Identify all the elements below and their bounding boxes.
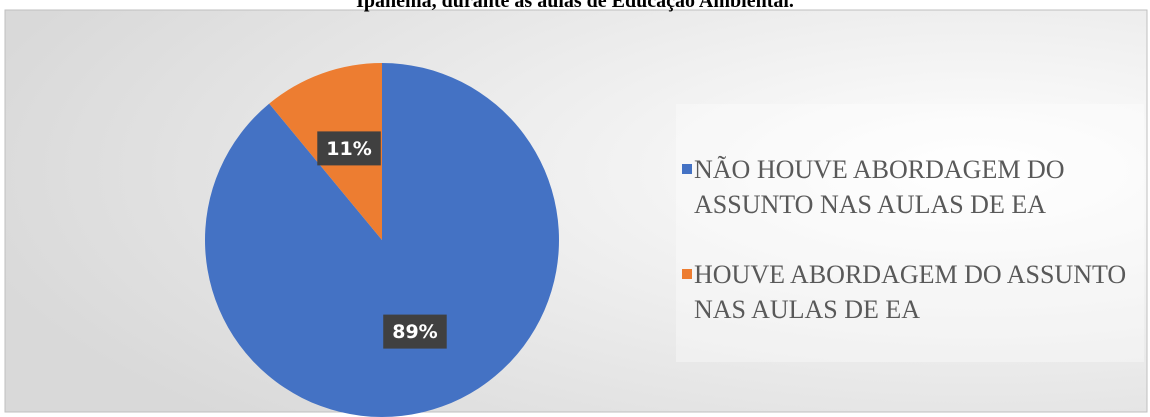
legend-swatch bbox=[682, 269, 692, 279]
legend-label: HOUVE ABORDAGEM DO ASSUNTO NAS AULAS DE … bbox=[694, 260, 1127, 324]
data-label: 89% bbox=[392, 321, 437, 343]
legend-entry: NÃO HOUVE ABORDAGEM DO ASSUNTO NAS AULAS… bbox=[680, 152, 1134, 222]
chart-area bbox=[4, 9, 1148, 413]
pie-slice bbox=[205, 63, 559, 417]
legend: NÃO HOUVE ABORDAGEM DO ASSUNTO NAS AULAS… bbox=[676, 104, 1144, 362]
legend-swatch bbox=[682, 164, 692, 174]
data-label-box bbox=[317, 131, 381, 166]
chart-title: Ipanema, durante as aulas de Educação Am… bbox=[356, 0, 794, 12]
legend-label: NÃO HOUVE ABORDAGEM DO ASSUNTO NAS AULAS… bbox=[694, 155, 1065, 219]
data-label-box bbox=[383, 314, 447, 349]
legend-entry: HOUVE ABORDAGEM DO ASSUNTO NAS AULAS DE … bbox=[680, 257, 1134, 327]
pie: 89% 11% bbox=[205, 63, 559, 417]
data-label: 11% bbox=[326, 138, 371, 160]
